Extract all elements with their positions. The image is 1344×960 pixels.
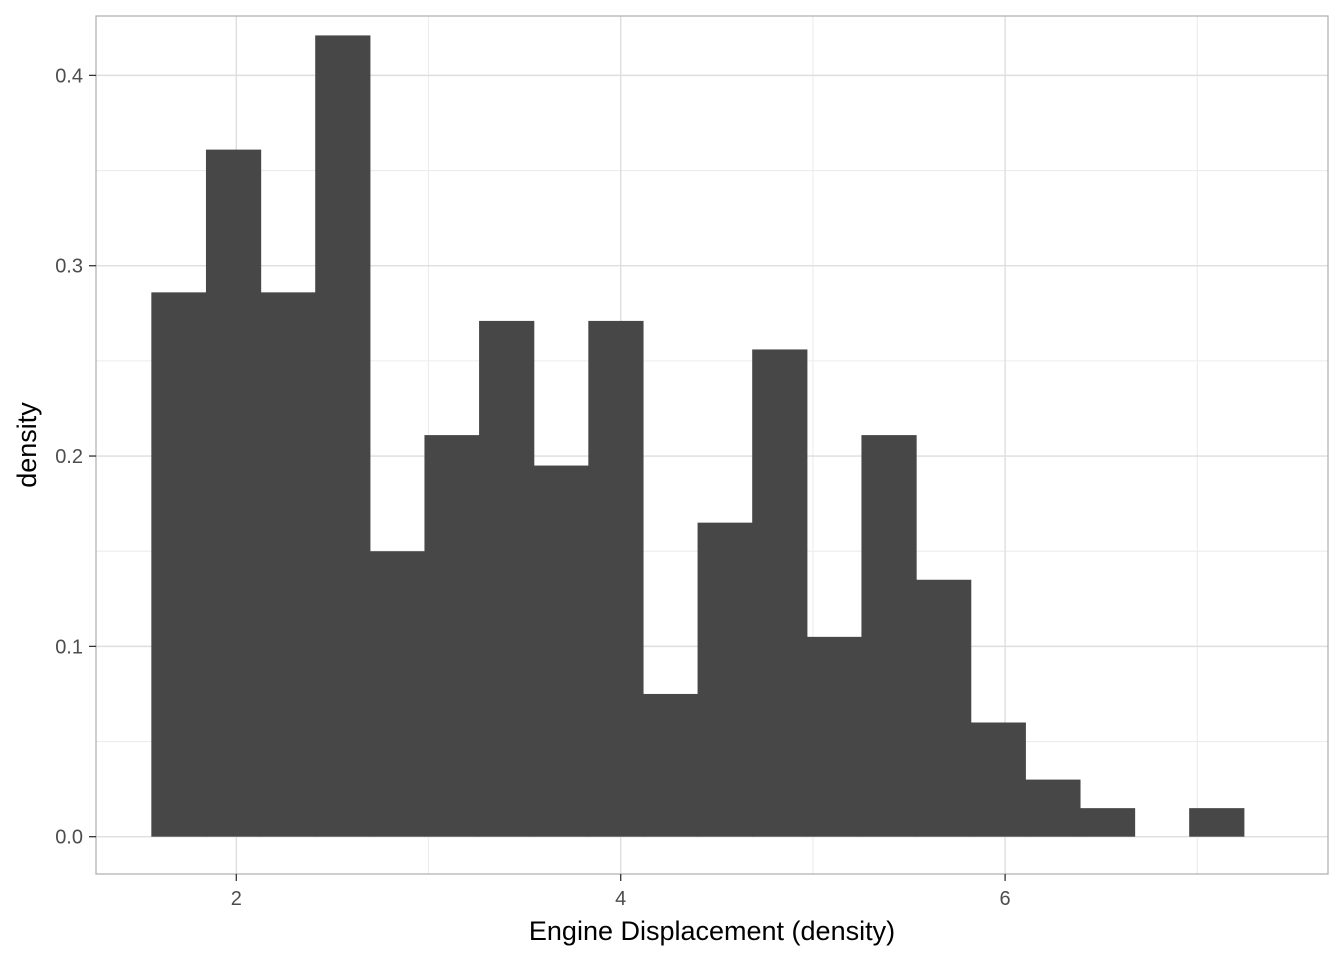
histogram-bar: [970, 722, 1026, 837]
histogram-bar: [260, 292, 316, 837]
histogram-bar: [369, 551, 426, 837]
x-tick-label: 6: [1000, 888, 1011, 910]
y-axis-title: density: [12, 402, 42, 488]
histogram-bar: [642, 693, 699, 837]
x-axis-ticks: 2 4 6: [231, 874, 1011, 910]
histogram-bar: [806, 636, 863, 837]
histogram-bar: [205, 149, 262, 837]
histogram-bar: [479, 320, 535, 837]
x-axis-title: Engine Displacement (density): [529, 916, 895, 946]
histogram-bar: [1079, 808, 1136, 837]
histogram-bar: [424, 435, 480, 837]
panel-border: [95, 15, 1329, 875]
histogram-bar: [315, 35, 371, 837]
x-tick-label: 4: [615, 888, 626, 910]
histogram-bar: [752, 349, 808, 837]
histogram-bars: [151, 35, 1245, 837]
x-tick-label: 2: [231, 888, 242, 910]
y-tick-label: 0.1: [55, 636, 83, 658]
histogram-bar: [916, 579, 972, 837]
histogram-bar: [588, 320, 644, 837]
histogram-bar: [1025, 779, 1081, 837]
histogram-bar: [1189, 808, 1245, 837]
histogram-bar: [151, 292, 207, 837]
histogram-bar: [533, 465, 589, 837]
y-axis-ticks: 0.0 0.1 0.2 0.3 0.4: [55, 65, 96, 849]
histogram-bar: [697, 522, 753, 837]
y-tick-label: 0.2: [55, 446, 83, 468]
histogram-bar: [861, 435, 917, 837]
y-tick-label: 0.3: [55, 256, 83, 278]
y-tick-label: 0.0: [55, 827, 83, 849]
y-tick-label: 0.4: [55, 65, 83, 87]
